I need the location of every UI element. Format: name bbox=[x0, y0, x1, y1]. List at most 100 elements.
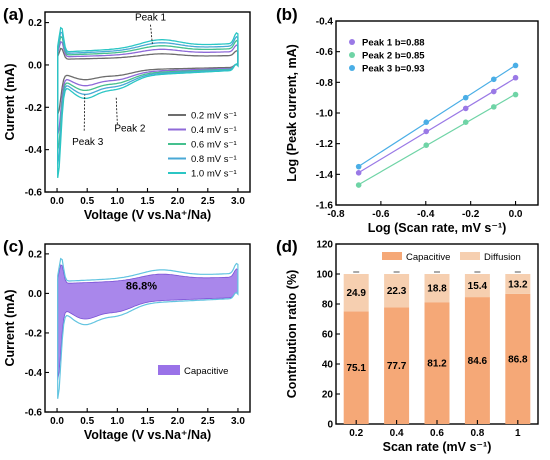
b-data-point bbox=[490, 88, 497, 95]
c-y-tick-label: -0.2 bbox=[25, 328, 43, 339]
c-x-axis-label: Voltage (V vs.Na⁺/Na) bbox=[84, 428, 211, 442]
b-x-tick-label: -0.6 bbox=[372, 209, 390, 220]
a-axes-frame bbox=[44, 11, 251, 193]
b-x-axis-label: Log (Scan rate, mV s⁻¹) bbox=[368, 221, 507, 235]
a-legend-label: 0.6 mV s⁻¹ bbox=[191, 140, 237, 151]
b-legend-label: Peak 1 b=0.88 bbox=[362, 38, 425, 49]
c-x-tick-label: 0.5 bbox=[80, 416, 94, 427]
b-data-point bbox=[512, 91, 519, 98]
b-fit-line bbox=[358, 93, 516, 186]
d-diffusion-value-label: 15.4 bbox=[468, 281, 488, 292]
a-legend-label: 1.0 mV s⁻¹ bbox=[191, 169, 237, 180]
d-x-tick-label: 1 bbox=[515, 428, 521, 439]
panel-label-d: (d) bbox=[276, 237, 298, 256]
a-x-tick-label: 2.0 bbox=[171, 196, 185, 207]
a-y-tick-label: -0.4 bbox=[25, 145, 43, 156]
a-x-axis-label: Voltage (V vs.Na⁺/Na) bbox=[84, 208, 211, 222]
a-cv-curve bbox=[57, 26, 239, 178]
a-peak-3-arrow bbox=[83, 94, 86, 131]
a-x-tick-label: 1.5 bbox=[141, 196, 155, 207]
b-data-point bbox=[355, 182, 362, 188]
panel-label-c: (c) bbox=[3, 237, 24, 256]
a-y-tick-label: -0.6 bbox=[25, 188, 43, 199]
d-capacitive-value-label: 81.2 bbox=[427, 359, 447, 370]
d-capacitive-value-label: 75.1 bbox=[346, 363, 366, 374]
d-bar-capacitive bbox=[343, 311, 369, 424]
b-fit-line bbox=[358, 64, 516, 167]
b-data-point bbox=[490, 104, 497, 110]
b-data-point bbox=[355, 170, 362, 176]
panel-c-capacitive-area: 0.0 0.5 1.0 1.5 2.0 2.5 3.0 -0.6 -0.4 -0.2 0.0 0.2 V… bbox=[3, 243, 251, 442]
b-data-point bbox=[490, 76, 497, 83]
b-data-point bbox=[462, 105, 469, 112]
c-x-tick-label: 0.0 bbox=[50, 416, 64, 427]
d-y-tick-label: 60 bbox=[322, 330, 334, 341]
panel-d-contribution-bars: 0 20 40 60 80 100 120 75.1 24.9 0.2 77.7 22.3 0.4 81.… bbox=[285, 240, 539, 454]
d-bar-diffusion bbox=[343, 274, 369, 312]
b-y-axis-label: Log (Peak current, mA) bbox=[285, 44, 299, 182]
b-data-point bbox=[512, 62, 519, 69]
b-y-tick-label: -0.6 bbox=[316, 47, 334, 58]
c-x-tick-label: 1.5 bbox=[141, 416, 155, 427]
c-x-tick-label: 2.0 bbox=[171, 416, 185, 427]
c-y-axis-label: Current (mA) bbox=[3, 289, 17, 366]
a-x-tick-label: 0.5 bbox=[80, 196, 94, 207]
a-legend-label: 0.8 mV s⁻¹ bbox=[191, 154, 237, 165]
d-diffusion-value-label: 24.9 bbox=[346, 288, 366, 299]
a-x-tick-label: 1.0 bbox=[110, 196, 124, 207]
b-y-tick-label: -0.4 bbox=[316, 17, 334, 28]
c-legend-label: Capacitive bbox=[184, 366, 228, 377]
d-y-tick-label: 0 bbox=[327, 420, 333, 431]
b-data-point bbox=[462, 94, 469, 101]
c-y-tick-label: -0.6 bbox=[25, 408, 43, 419]
d-x-axis-label: Scan rate (mV s⁻¹) bbox=[383, 440, 492, 454]
d-legend-swatch-diffusion bbox=[460, 252, 480, 260]
d-legend-swatch-capacitive bbox=[382, 252, 402, 260]
d-bar-diffusion bbox=[505, 274, 531, 294]
panel-a-cv-curves: 0.0 0.5 1.0 1.5 2.0 2.5 3.0 -0.6 -0.4 -0.2 0.0 0.2 V… bbox=[3, 11, 251, 222]
d-legend-label-diffusion: Diffusion bbox=[484, 252, 521, 263]
b-data-point bbox=[423, 142, 430, 148]
b-y-tick-label: -0.8 bbox=[316, 78, 334, 89]
d-y-tick-label: 100 bbox=[316, 270, 333, 281]
d-legend-label-capacitive: Capacitive bbox=[406, 252, 450, 263]
a-x-tick-label: 0.0 bbox=[50, 196, 64, 207]
b-data-point bbox=[462, 119, 469, 125]
d-y-axis-label: Contribution ratio (%) bbox=[285, 270, 299, 398]
d-y-tick-label: 120 bbox=[316, 240, 333, 251]
d-x-tick-label: 0.4 bbox=[390, 428, 404, 439]
d-bar-diffusion bbox=[424, 274, 450, 303]
d-capacitive-value-label: 84.6 bbox=[468, 356, 488, 367]
panel-b-log-plot: -0.8 -0.6 -0.4 -0.2 0.0 -1.6 -1.4 -1.2 -1.0 -0.8 -… bbox=[285, 17, 539, 235]
a-annotation-peak-3: Peak 3 bbox=[72, 137, 104, 148]
d-diffusion-value-label: 13.2 bbox=[508, 279, 528, 290]
c-x-tick-label: 3.0 bbox=[231, 416, 245, 427]
b-x-tick-label: 0.0 bbox=[509, 209, 523, 220]
b-data-point bbox=[512, 74, 519, 81]
b-y-tick-label: -1.0 bbox=[316, 109, 334, 120]
b-data-point bbox=[355, 163, 362, 170]
b-x-tick-label: -0.8 bbox=[327, 209, 345, 220]
c-y-tick-label: -0.4 bbox=[25, 368, 43, 379]
d-y-tick-label: 20 bbox=[322, 390, 334, 401]
a-annotation-peak-1: Peak 1 bbox=[135, 13, 167, 24]
d-capacitive-value-label: 86.8 bbox=[508, 354, 528, 365]
c-y-tick-label: 0.2 bbox=[28, 249, 42, 260]
a-x-tick-label: 2.5 bbox=[201, 196, 215, 207]
c-x-tick-label: 1.0 bbox=[110, 416, 124, 427]
a-y-tick-label: 0.0 bbox=[28, 60, 42, 71]
a-annotation-peak-2: Peak 2 bbox=[114, 123, 146, 134]
b-data-point bbox=[423, 119, 430, 125]
b-y-tick-label: -1.2 bbox=[316, 139, 334, 150]
d-bar-capacitive bbox=[505, 293, 531, 424]
c-percentage-annotation: 86.8% bbox=[126, 280, 157, 292]
a-peak-1-arrow bbox=[150, 24, 153, 44]
d-bar-capacitive bbox=[464, 297, 490, 424]
panel-label-b: (b) bbox=[276, 5, 298, 24]
c-y-tick-label: 0.0 bbox=[28, 289, 42, 300]
panel-label-a: (a) bbox=[3, 5, 24, 24]
c-cv-curve bbox=[57, 257, 239, 399]
b-axes-frame bbox=[335, 20, 539, 206]
d-x-tick-label: 0.2 bbox=[349, 428, 363, 439]
